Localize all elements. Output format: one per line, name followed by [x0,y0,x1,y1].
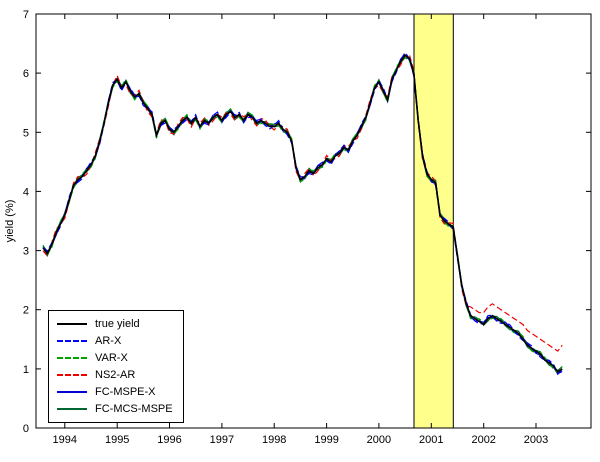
x-tick-label: 1994 [53,434,77,446]
x-tick-label: 1998 [262,434,286,446]
legend-entry: FC-MCS-MSPE [57,403,173,415]
y-tick-label: 5 [23,127,29,139]
legend-line-swatch [57,323,87,325]
series-line-ns2-ar [42,54,563,352]
y-tick-label: 2 [23,305,29,317]
legend-line-swatch [57,340,87,342]
legend-line-swatch [57,357,87,359]
legend-entry: VAR-X [57,352,173,364]
y-tick-label: 7 [23,9,29,21]
x-tick-label: 2003 [524,434,548,446]
legend-line-swatch [57,408,87,410]
legend-entry: FC-MSPE-X [57,386,173,398]
y-axis-label: yield (%) [4,200,16,243]
legend-label: NS2-AR [95,368,136,381]
legend-label: FC-MCS-MSPE [95,402,173,415]
x-tick-label: 1995 [105,434,129,446]
legend-entry: true yield [57,318,173,330]
legend-label: VAR-X [95,351,128,364]
series-line-ar-x [42,51,563,375]
y-tick-label: 4 [23,186,29,198]
legend: true yield AR-X VAR-X NS2-AR FC-MSPE-X FC-MCS… [48,310,184,423]
series-line-true-yield [42,54,563,373]
legend-line-swatch [57,391,87,393]
y-tick-label: 6 [23,68,29,80]
x-tick-label: 1997 [210,434,234,446]
x-tick-label: 2000 [367,434,391,446]
legend-label: FC-MSPE-X [95,385,156,398]
legend-label: true yield [95,317,140,330]
axes-box [35,13,592,429]
legend-line-swatch [57,374,87,376]
y-tick-label: 3 [23,246,29,258]
y-tick-label: 1 [23,364,29,376]
legend-entry: NS2-AR [57,369,173,381]
y-tick-label: 0 [23,423,29,435]
legend-entry: AR-X [57,335,173,347]
x-tick-label: 1996 [157,434,181,446]
x-tick-label: 2002 [471,434,495,446]
legend-label: AR-X [95,334,122,347]
x-tick-label: 1999 [314,434,338,446]
x-tick-label: 2001 [419,434,443,446]
